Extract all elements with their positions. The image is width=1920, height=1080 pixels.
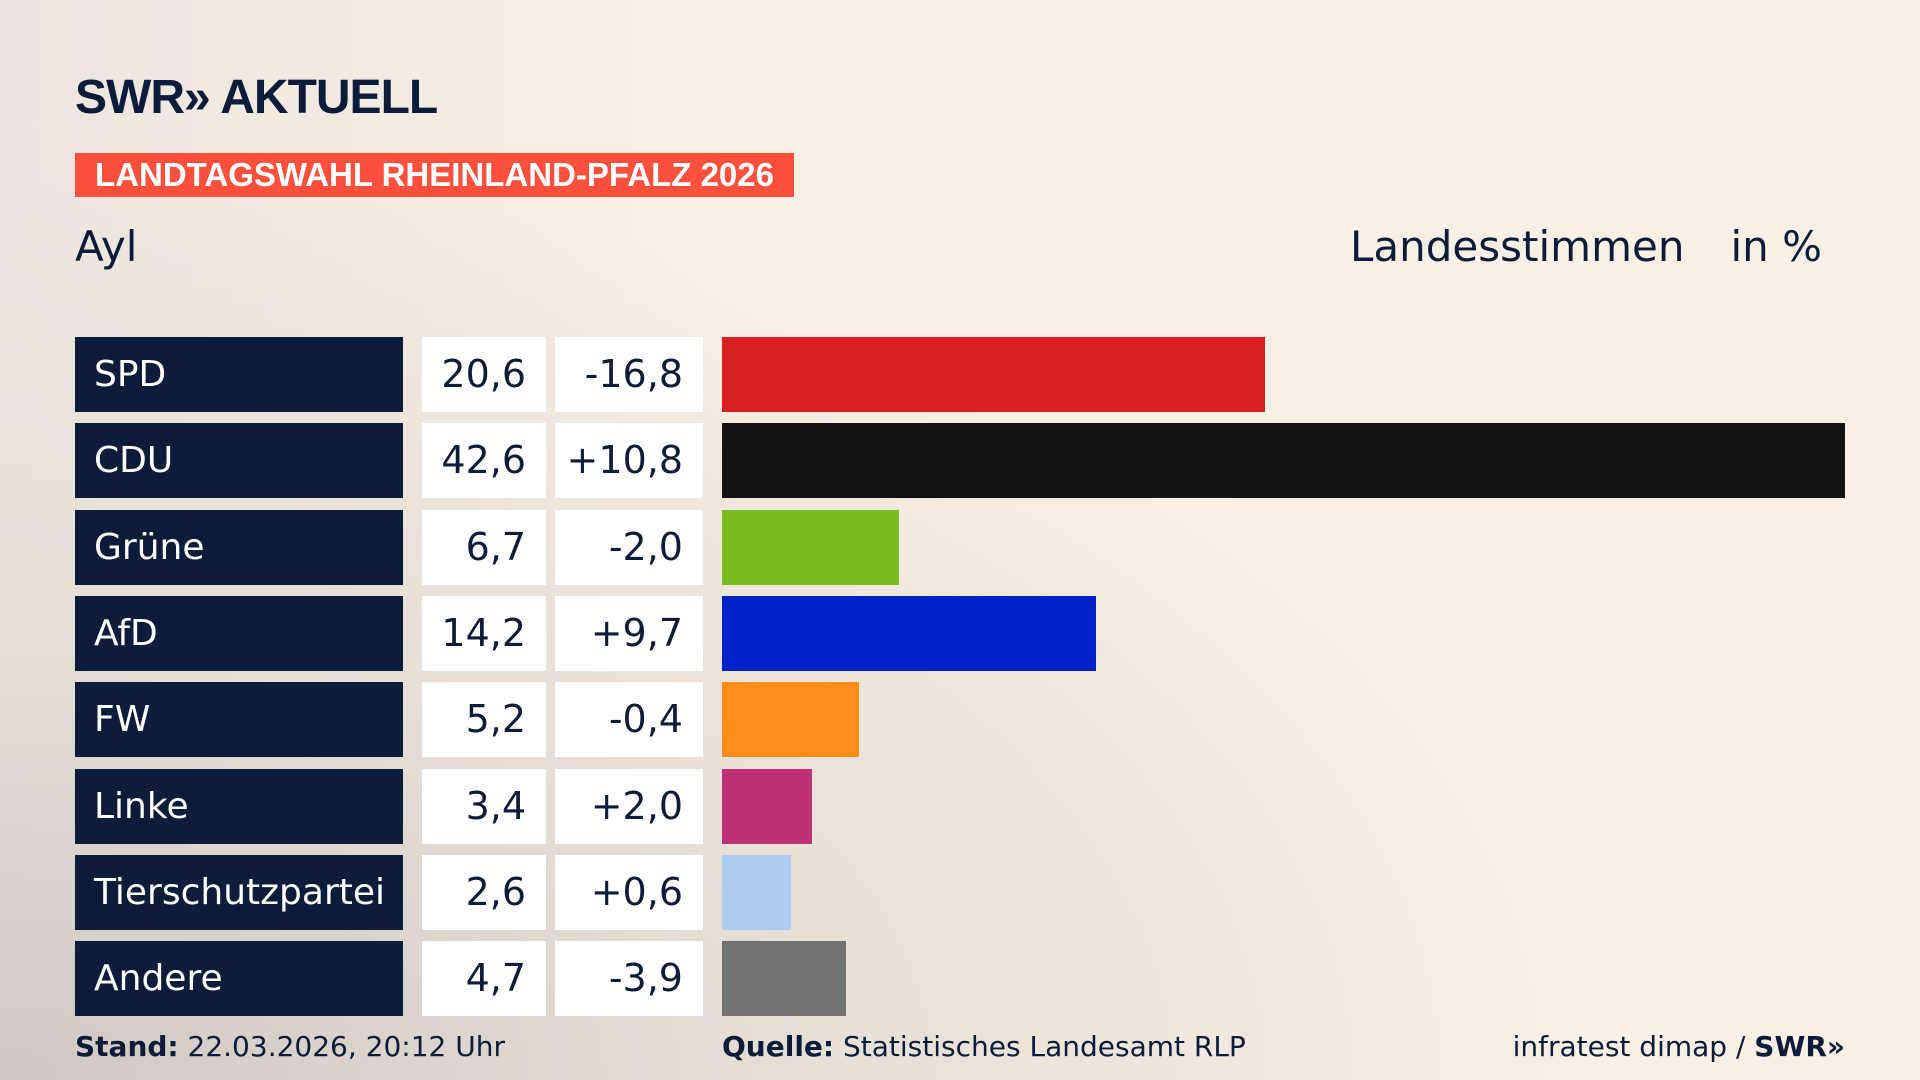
party-value: 2,6 (422, 854, 546, 930)
source-value: Statistisches Landesamt RLP (843, 1030, 1246, 1063)
party-bar (722, 941, 846, 1017)
party-bar (722, 595, 1097, 671)
party-name: Andere (75, 941, 403, 1017)
party-value: 4,7 (422, 941, 546, 1017)
party-bar (722, 854, 791, 930)
party-row: Andere 4,7 -3,9 (75, 941, 1875, 1017)
party-diff: -16,8 (555, 337, 703, 412)
swr-aktuell-logo: SWR» AKTUELL (75, 71, 438, 124)
party-row: SPD 20,6 -16,8 (75, 337, 1875, 412)
party-value: 42,6 (422, 423, 546, 499)
place-name: Ayl (75, 222, 138, 271)
party-value: 5,2 (422, 682, 546, 758)
credit: infratest dimap / SWR» (1513, 1030, 1845, 1063)
party-diff: +2,0 (555, 768, 703, 844)
stand: Stand: 22.03.2026, 20:12 Uhr (75, 1030, 505, 1063)
party-diff: -0,4 (555, 682, 703, 758)
party-bar (722, 509, 899, 585)
source: Quelle: Statistisches Landesamt RLP (722, 1030, 1246, 1063)
party-diff: +10,8 (555, 423, 703, 499)
measure-label: Landesstimmen (1350, 222, 1685, 271)
party-name: Linke (75, 768, 403, 844)
party-value: 20,6 (422, 337, 546, 412)
party-row: FW 5,2 -0,4 (75, 682, 1875, 758)
party-name: AfD (75, 595, 403, 671)
unit-label: in % (1730, 222, 1822, 271)
stand-label: Stand: (75, 1030, 179, 1063)
party-value: 14,2 (422, 595, 546, 671)
party-bar (722, 423, 1845, 499)
party-name: SPD (75, 337, 403, 412)
party-diff: +9,7 (555, 595, 703, 671)
party-value: 3,4 (422, 768, 546, 844)
party-bar (722, 337, 1266, 412)
party-diff: -2,0 (555, 509, 703, 585)
party-bar (722, 682, 860, 758)
election-banner: LANDTAGSWAHL RHEINLAND-PFALZ 2026 (75, 153, 794, 197)
stand-value: 22.03.2026, 20:12 Uhr (187, 1030, 505, 1063)
credit-text: infratest dimap / (1512, 1030, 1755, 1063)
party-row: AfD 14,2 +9,7 (75, 595, 1875, 671)
source-label: Quelle: (722, 1030, 835, 1063)
party-name: CDU (75, 423, 403, 499)
party-row: Grüne 6,7 -2,0 (75, 509, 1875, 585)
measure-title: Landesstimmen in % (1350, 222, 1822, 271)
party-name: Tierschutzpartei (75, 854, 403, 930)
party-name: FW (75, 682, 403, 758)
party-bar (722, 768, 812, 844)
swr-logo: SWR» (1754, 1030, 1845, 1063)
party-row: CDU 42,6 +10,8 (75, 423, 1875, 499)
party-diff: -3,9 (555, 941, 703, 1017)
party-value: 6,7 (422, 509, 546, 585)
party-name: Grüne (75, 509, 403, 585)
party-diff: +0,6 (555, 854, 703, 930)
party-row: Tierschutzpartei 2,6 +0,6 (75, 854, 1875, 930)
party-row: Linke 3,4 +2,0 (75, 768, 1875, 844)
